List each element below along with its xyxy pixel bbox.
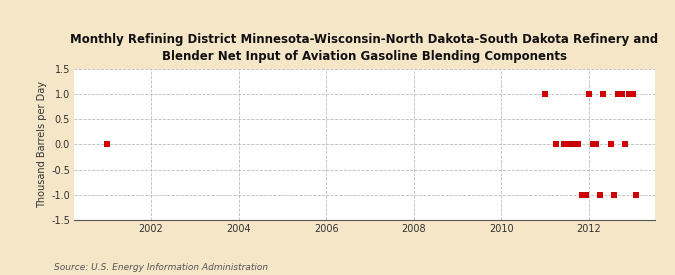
Point <box>616 92 627 96</box>
Point <box>572 142 583 147</box>
Point <box>587 142 598 147</box>
Title: Monthly Refining District Minnesota-Wisconsin-North Dakota-South Dakota Refinery: Monthly Refining District Minnesota-Wisc… <box>70 34 659 64</box>
Point <box>598 92 609 96</box>
Point <box>624 92 634 96</box>
Point <box>580 192 591 197</box>
Point <box>551 142 562 147</box>
Point <box>584 92 595 96</box>
Point <box>591 142 602 147</box>
Point <box>565 142 576 147</box>
Point <box>102 142 113 147</box>
Text: Source: U.S. Energy Information Administration: Source: U.S. Energy Information Administ… <box>54 263 268 272</box>
Point <box>558 142 569 147</box>
Point <box>631 192 642 197</box>
Point <box>613 92 624 96</box>
Point <box>605 142 616 147</box>
Point <box>609 192 620 197</box>
Point <box>562 142 572 147</box>
Point <box>620 142 631 147</box>
Point <box>576 192 587 197</box>
Point <box>628 92 639 96</box>
Point <box>569 142 580 147</box>
Point <box>595 192 605 197</box>
Point <box>540 92 551 96</box>
Y-axis label: Thousand Barrels per Day: Thousand Barrels per Day <box>37 81 47 208</box>
